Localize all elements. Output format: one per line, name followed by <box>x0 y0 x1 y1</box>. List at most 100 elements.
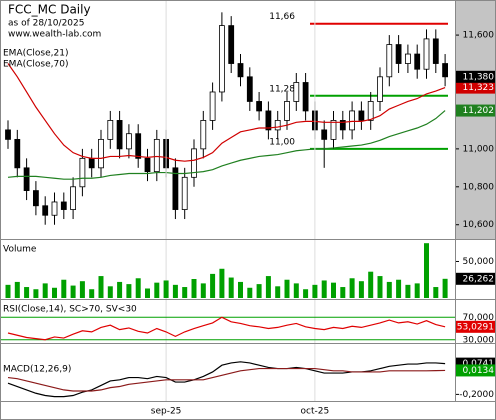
volume-bar <box>70 285 76 298</box>
volume-bar <box>340 287 346 298</box>
volume-bar <box>89 289 95 298</box>
candle-body <box>293 82 300 102</box>
volume-bar <box>368 271 374 298</box>
volume-bar <box>107 286 113 298</box>
volume-bar <box>228 277 234 298</box>
candle-body <box>209 91 216 121</box>
volume-bar <box>154 282 160 298</box>
volume-bar <box>275 286 281 298</box>
legend-entry: EMA(Close,21) <box>3 49 68 59</box>
candle-body <box>404 53 411 64</box>
last-value-label: 11,323 <box>463 83 495 93</box>
indicator-line <box>7 316 446 341</box>
ema-line <box>7 110 446 180</box>
volume-bar <box>24 287 30 298</box>
candle-body <box>14 138 21 169</box>
candle-body <box>172 167 179 210</box>
last-value-box <box>456 104 496 117</box>
last-value-label: 26,262 <box>463 274 495 284</box>
ema-line <box>7 63 446 162</box>
candle-body <box>442 63 449 78</box>
volume-bar <box>33 289 39 298</box>
volume-bar <box>14 281 20 298</box>
volume-bar <box>321 280 327 298</box>
candle-body <box>126 133 132 150</box>
volume-bar <box>182 287 188 298</box>
last-value-label: 11,202 <box>463 106 495 116</box>
candle-body <box>191 148 197 178</box>
chart-title: FCC_MC Daily <box>8 3 91 17</box>
candle-body <box>237 63 244 78</box>
candle-body <box>153 138 160 173</box>
y-tick-label: 10,600 <box>463 220 495 230</box>
volume-bar <box>303 289 309 298</box>
candle-body <box>79 157 86 188</box>
candle-body <box>144 157 151 173</box>
last-value-label: 11,380 <box>463 72 495 82</box>
candle-body <box>432 38 439 64</box>
indicator-line <box>7 367 446 392</box>
last-value-box <box>456 320 496 333</box>
volume-bar <box>396 279 402 298</box>
last-value-box <box>456 70 496 83</box>
volume-bar <box>358 281 364 298</box>
volume-bar <box>284 279 290 298</box>
candle-body <box>181 176 188 210</box>
volume-bar <box>79 281 85 298</box>
y-tick-label: 50,000 <box>463 257 495 267</box>
candle-body <box>414 53 421 70</box>
candle-body <box>107 120 114 140</box>
panel-title: MACD(12,26,9) <box>3 365 71 375</box>
volume-bar <box>61 279 67 298</box>
volume-bar <box>200 283 206 298</box>
last-value-box <box>456 364 496 377</box>
volume-bar <box>433 287 439 298</box>
volume-bar <box>256 284 262 298</box>
volume-bar <box>377 276 383 298</box>
candle-body <box>302 82 309 112</box>
volume-bar <box>265 276 271 298</box>
level-label: 11,66 <box>269 12 295 22</box>
last-value-box <box>456 272 496 285</box>
y-tick-label: -0,2000 <box>459 390 494 400</box>
volume-bar <box>135 278 141 298</box>
volume-bar <box>126 284 132 298</box>
x-tick-label: sep-25 <box>151 407 182 417</box>
x-tick-label: oct-25 <box>301 407 330 417</box>
volume-bar <box>405 284 411 298</box>
y-tick-label: 30,000 <box>463 335 495 345</box>
candle-body <box>116 120 123 150</box>
last-value-label: 53,0291 <box>457 322 494 332</box>
last-value-box <box>456 81 496 94</box>
candle-body <box>349 110 356 131</box>
source: www.wealth-lab.com <box>8 30 101 40</box>
candle-body <box>256 101 263 112</box>
candle-body <box>135 133 142 159</box>
candle-body <box>246 76 253 102</box>
y-tick-label: 70,000 <box>463 313 495 323</box>
last-value-label: 0,0741 <box>463 359 495 369</box>
candle-body <box>284 101 290 121</box>
candle-body <box>395 44 402 64</box>
volume-bar <box>5 284 11 298</box>
candle-body <box>23 167 30 191</box>
candle-body <box>88 157 95 169</box>
candle-body <box>265 110 272 131</box>
candle-body <box>321 129 328 140</box>
volume-bar <box>210 273 216 298</box>
candle-body <box>330 120 337 140</box>
panel-title: Volume <box>3 245 37 255</box>
level-label: 11,28 <box>269 84 295 94</box>
volume-bar <box>331 282 336 298</box>
volume-bar <box>98 276 104 298</box>
candle-body <box>339 120 346 131</box>
candle-body <box>367 101 374 121</box>
volume-bar <box>293 283 299 298</box>
volume-bar <box>414 283 420 298</box>
candle-body <box>5 129 11 140</box>
indicator-line <box>7 361 446 398</box>
volume-bar <box>247 287 253 298</box>
price-axis-background <box>455 0 496 239</box>
candle-body <box>200 120 207 150</box>
